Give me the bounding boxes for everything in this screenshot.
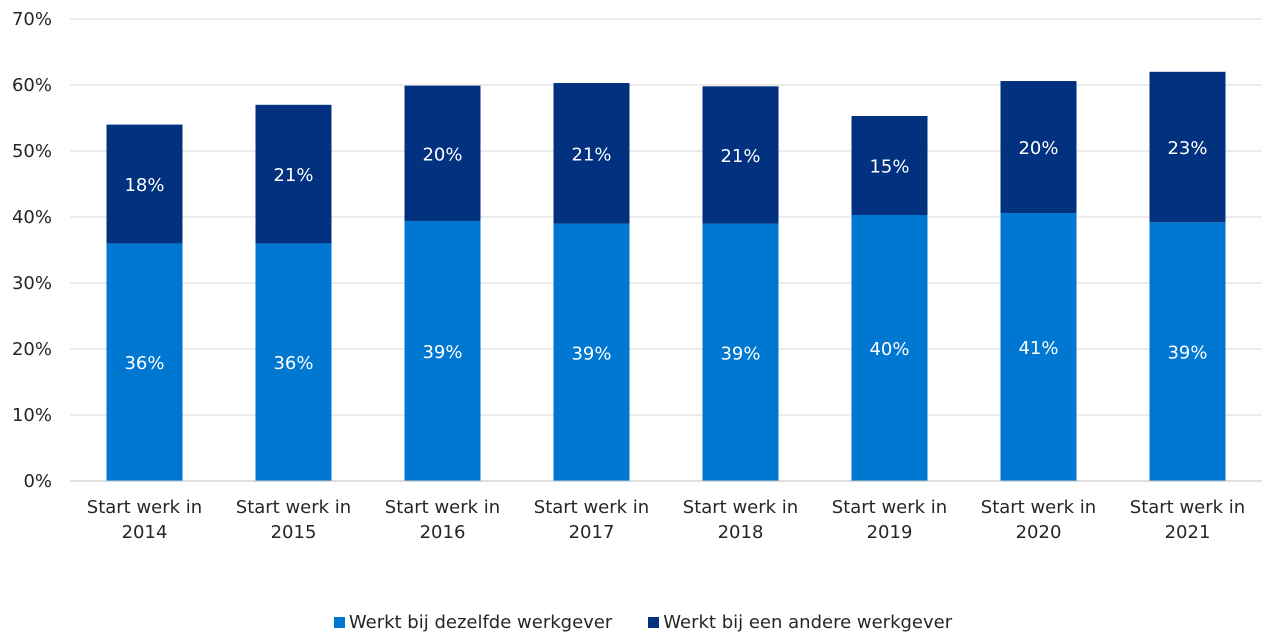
data-label: 36%: [273, 353, 313, 374]
y-tick-label: 60%: [12, 75, 52, 96]
bar-same-employer: [106, 243, 183, 481]
data-label: 39%: [1167, 343, 1207, 364]
bar-other-employer: [851, 116, 928, 216]
bar-same-employer: [553, 223, 630, 481]
y-tick-label: 0%: [23, 471, 52, 492]
y-tick-label: 30%: [12, 273, 52, 294]
stacked-bar-chart: 0% 10% 20% 30% 40% 50% 60% 70% 36% 18% 36% 21% 39% 2…: [12, 9, 1262, 543]
x-category-label: Start werk in: [236, 497, 351, 518]
bars: [106, 71, 1226, 482]
bar-same-employer: [702, 223, 779, 481]
bar-same-employer: [255, 243, 332, 481]
bar-other-employer: [1000, 81, 1077, 214]
x-category-label: 2018: [718, 522, 764, 543]
x-category-label: 2017: [569, 522, 615, 543]
y-tick-label: 50%: [12, 141, 52, 162]
bar-same-employer: [1000, 213, 1077, 482]
bar-other-employer: [255, 104, 332, 244]
bar-other-employer: [702, 86, 779, 224]
x-axis-category-labels: Start werk in 2014 Start werk in 2015 Start …: [87, 497, 1245, 543]
legend-label-other-employer: Werkt bij een andere werkgever: [663, 612, 953, 633]
bar-other-employer: [106, 124, 183, 244]
x-category-label: Start werk in: [87, 497, 202, 518]
bar-same-employer: [851, 215, 928, 481]
x-category-label: 2016: [420, 522, 466, 543]
gridlines: [70, 18, 1262, 416]
data-label: 21%: [571, 144, 611, 165]
data-label: 41%: [1018, 338, 1058, 359]
bar-other-employer: [404, 85, 481, 221]
data-label: 18%: [124, 175, 164, 196]
legend-item-same-employer: Werkt bij dezelfde werkgever: [333, 612, 613, 633]
x-category-label: 2015: [271, 522, 317, 543]
bar-other-employer: [1149, 71, 1226, 223]
x-category-label: Start werk in: [683, 497, 798, 518]
y-tick-label: 70%: [12, 9, 52, 30]
data-label: 20%: [422, 144, 462, 165]
y-axis-tick-labels: 0% 10% 20% 30% 40% 50% 60% 70%: [12, 9, 52, 492]
legend-item-other-employer: Werkt bij een andere werkgever: [648, 612, 952, 633]
data-label: 39%: [422, 342, 462, 363]
legend-swatch-same-employer: [333, 617, 345, 628]
data-label: 39%: [720, 343, 760, 364]
y-tick-label: 40%: [12, 207, 52, 228]
x-category-label: Start werk in: [981, 497, 1096, 518]
data-label: 23%: [1167, 138, 1207, 159]
x-category-label: 2014: [122, 522, 168, 543]
legend-swatch-other-employer: [648, 617, 660, 628]
data-labels: 36% 18% 36% 21% 39% 20% 39% 21% 39% 21% 40% 15% 41% 2…: [124, 138, 1207, 374]
bar-same-employer: [404, 220, 481, 481]
data-label: 39%: [571, 343, 611, 364]
data-label: 15%: [869, 157, 909, 178]
bar-other-employer: [553, 83, 630, 224]
data-label: 21%: [273, 165, 313, 186]
x-category-label: 2021: [1165, 522, 1211, 543]
x-category-label: Start werk in: [385, 497, 500, 518]
bar-same-employer: [1149, 222, 1226, 481]
data-label: 40%: [869, 339, 909, 360]
data-label: 21%: [720, 146, 760, 167]
x-category-label: 2019: [867, 522, 913, 543]
x-category-label: Start werk in: [534, 497, 649, 518]
x-category-label: Start werk in: [832, 497, 947, 518]
x-category-label: Start werk in: [1130, 497, 1245, 518]
data-label: 20%: [1018, 138, 1058, 159]
x-category-label: 2020: [1016, 522, 1062, 543]
data-label: 36%: [124, 353, 164, 374]
legend: Werkt bij dezelfde werkgever Werkt bij e…: [0, 612, 1286, 633]
legend-label-same-employer: Werkt bij dezelfde werkgever: [348, 612, 613, 633]
y-tick-label: 20%: [12, 339, 52, 360]
y-tick-label: 10%: [12, 405, 52, 426]
